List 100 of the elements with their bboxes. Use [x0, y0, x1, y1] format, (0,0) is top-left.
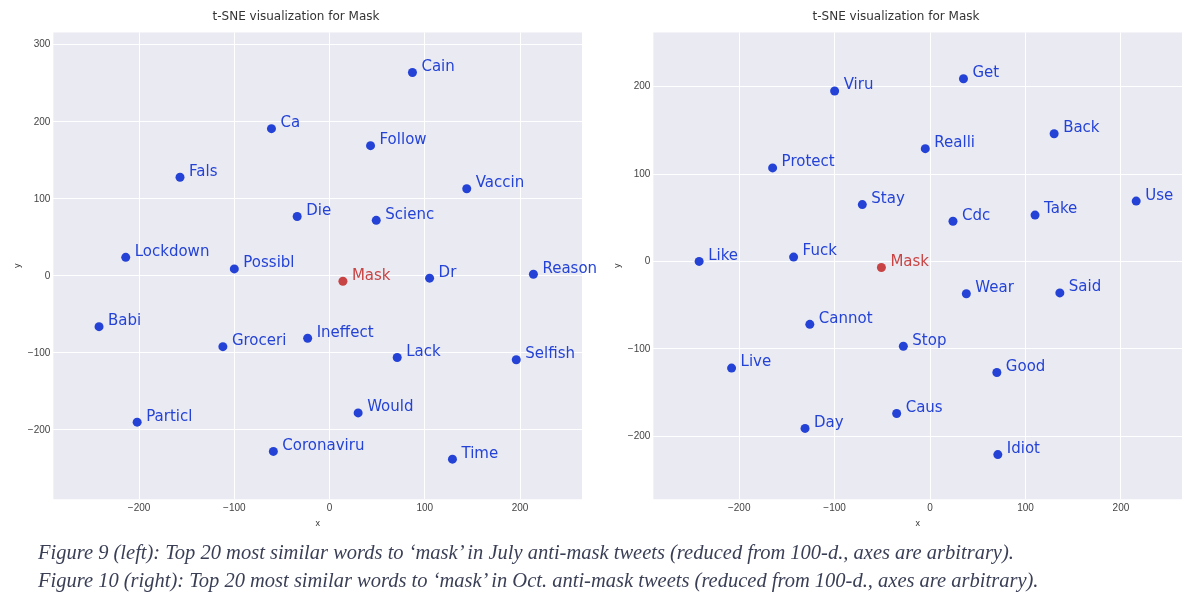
- x-tick-label: 100: [1017, 501, 1035, 513]
- point: [353, 408, 363, 418]
- point: [292, 212, 302, 221]
- y-axis-title: y: [11, 263, 22, 269]
- caption: Figure 10 (right): Top 20 most similar words to ‘mask’ in Oct. anti-mask tweets (reduced from 100-d., axes are arbitrary).: [38, 568, 1039, 594]
- data-label: Stay: [871, 189, 905, 207]
- point: [407, 67, 417, 77]
- point: [694, 256, 704, 266]
- x-tick-label: −100: [823, 501, 847, 513]
- data-label: Cain: [421, 56, 455, 75]
- point: [800, 423, 810, 433]
- y-tick-label: −200: [27, 423, 51, 435]
- y-tick-label: 0: [44, 269, 51, 281]
- chart-title: t-SNE visualization for Mask: [212, 9, 380, 24]
- data-label: Fuck: [802, 241, 838, 260]
- point: [920, 144, 930, 154]
- y-tick-label: 200: [33, 115, 51, 127]
- point: [961, 289, 971, 299]
- point: [338, 276, 348, 286]
- data-label: Day: [814, 412, 844, 431]
- point: [1030, 210, 1040, 220]
- y-tick-label: −100: [627, 342, 651, 354]
- data-label: Dr: [438, 262, 458, 281]
- caption: Figure 9 (left): Top 20 most similar words to ‘mask’ in July anti-mask tweets (reduced from 100-d., axes are arbitrary).: [38, 540, 1015, 566]
- point: [121, 252, 131, 262]
- data-label: Use: [1145, 185, 1174, 204]
- point: [447, 454, 457, 464]
- data-label: Idiot: [1006, 439, 1041, 458]
- x-tick-label: 200: [1112, 501, 1130, 513]
- point: [303, 333, 313, 343]
- y-tick-label: 100: [33, 192, 51, 204]
- point: [425, 273, 435, 283]
- point: [175, 172, 185, 182]
- point: [268, 446, 278, 456]
- x-tick-label: −100: [223, 501, 247, 513]
- y-tick-label: −200: [627, 430, 651, 442]
- data-label: Groceri: [231, 331, 287, 350]
- data-label: Back: [1063, 118, 1100, 137]
- y-tick-label: 200: [633, 80, 651, 92]
- data-label: Scienc: [385, 204, 435, 223]
- data-label: Viru: [843, 75, 874, 94]
- data-label: Die: [306, 200, 332, 219]
- point: [857, 200, 867, 210]
- point: [1049, 129, 1059, 139]
- point: [1131, 196, 1141, 206]
- data-label: Take: [1043, 199, 1078, 218]
- point: [371, 215, 381, 225]
- point: [993, 450, 1003, 460]
- data-label: Mask: [890, 251, 930, 270]
- data-label: Lack: [406, 341, 441, 360]
- point: [1055, 288, 1065, 298]
- data-label: Selfish: [525, 344, 575, 363]
- data-label: Particl: [146, 406, 193, 425]
- data-label: Cdc: [961, 205, 991, 224]
- data-label: Follow: [379, 130, 427, 149]
- y-tick-label: 100: [633, 167, 651, 179]
- point: [218, 342, 228, 352]
- point: [727, 363, 737, 373]
- data-label: Get: [972, 63, 1000, 82]
- data-label: Like: [708, 245, 739, 264]
- point: [805, 319, 815, 329]
- point: [528, 269, 538, 279]
- data-label: Caus: [905, 397, 943, 416]
- point: [511, 355, 521, 365]
- point: [948, 216, 958, 226]
- chart-title: t-SNE visualization for Mask: [812, 9, 980, 24]
- x-axis-title: x: [915, 518, 921, 529]
- point: [876, 263, 886, 273]
- point: [892, 409, 902, 419]
- data-label: Mask: [351, 265, 391, 284]
- data-label: Protect: [781, 152, 835, 171]
- x-axis-title: x: [315, 518, 321, 529]
- data-label: Live: [740, 352, 772, 371]
- point: [898, 341, 908, 351]
- data-label: Reason: [542, 258, 598, 277]
- data-label: Coronaviru: [282, 435, 365, 454]
- y-tick-label: −100: [27, 346, 51, 358]
- data-label: Possibl: [243, 253, 295, 272]
- data-label: Stop: [912, 330, 947, 349]
- x-tick-label: 0: [927, 501, 934, 513]
- data-label: Ineffect: [316, 322, 374, 341]
- data-label: Ca: [280, 113, 301, 132]
- y-axis-title: y: [611, 263, 622, 269]
- point: [768, 163, 778, 173]
- x-tick-label: 0: [326, 501, 333, 513]
- point: [958, 74, 968, 84]
- x-tick-label: −200: [127, 501, 151, 513]
- data-label: Vaccin: [475, 173, 525, 192]
- data-label: Time: [460, 443, 499, 462]
- point: [229, 264, 239, 274]
- point: [366, 141, 376, 151]
- point: [992, 367, 1002, 377]
- x-tick-label: 100: [416, 501, 434, 513]
- data-label: Babi: [108, 311, 142, 330]
- data-label: Lockdown: [134, 241, 210, 260]
- point: [132, 417, 142, 427]
- data-label: Realli: [934, 133, 975, 152]
- data-label: Said: [1068, 277, 1102, 296]
- point: [462, 184, 472, 194]
- point: [392, 352, 402, 362]
